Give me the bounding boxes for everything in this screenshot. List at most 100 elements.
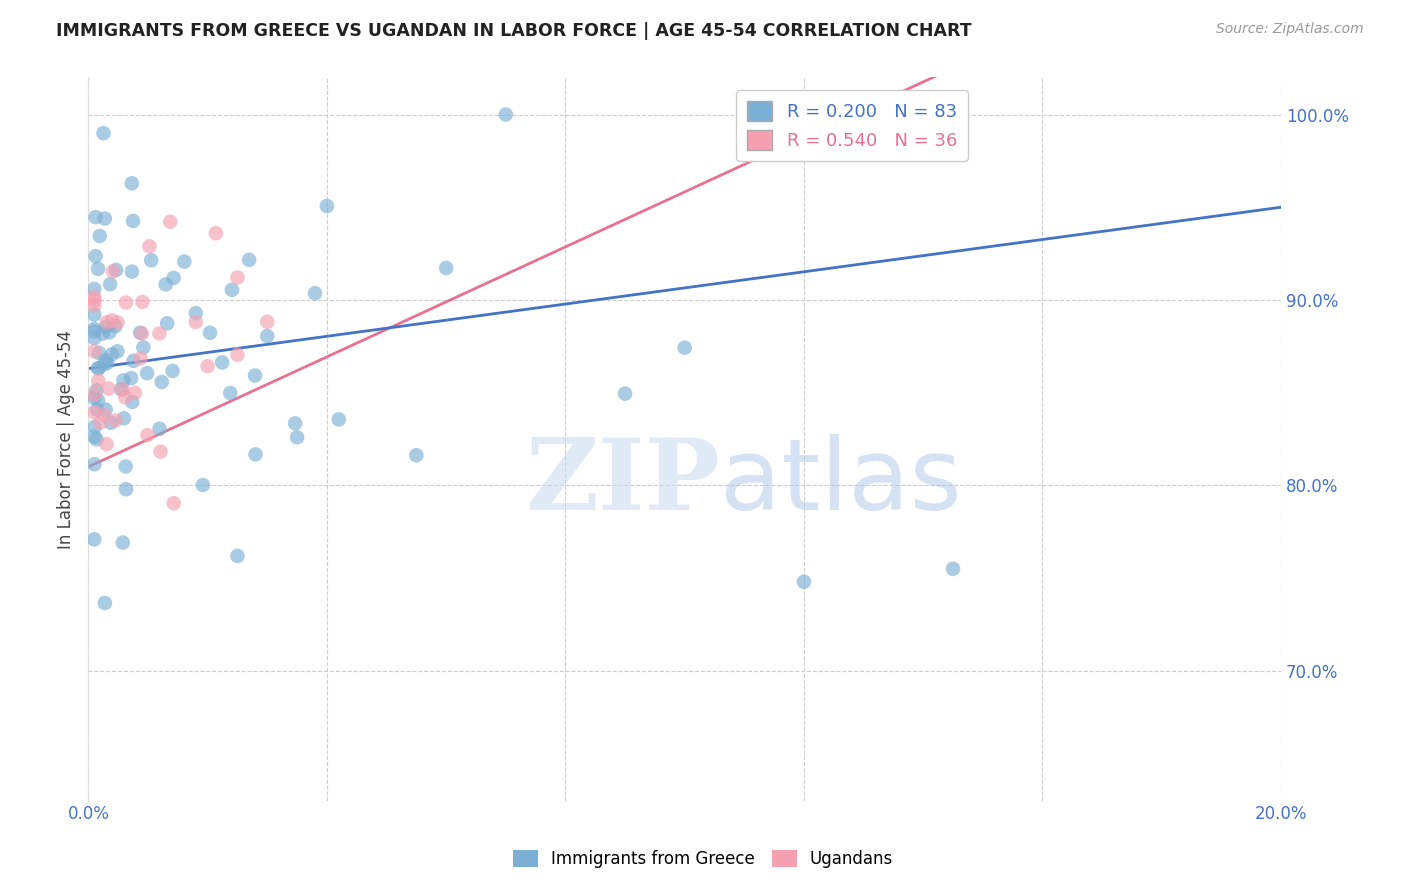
Point — [96, 356, 118, 370]
Point — [315, 199, 337, 213]
Point — [87, 346, 110, 360]
Point — [104, 413, 127, 427]
Point — [156, 316, 179, 330]
Point — [141, 253, 163, 268]
Point — [111, 383, 134, 397]
Point — [91, 326, 114, 341]
Point — [83, 457, 105, 471]
Point — [673, 341, 696, 355]
Point — [86, 402, 108, 417]
Point — [83, 430, 105, 444]
Point — [111, 535, 134, 549]
Point — [83, 533, 105, 547]
Point — [87, 361, 110, 376]
Point — [184, 306, 207, 320]
Point — [942, 562, 965, 576]
Point — [131, 326, 153, 341]
Point — [84, 249, 107, 263]
Point — [101, 347, 124, 361]
Point — [131, 294, 153, 309]
Point — [87, 261, 110, 276]
Point — [83, 331, 105, 345]
Point — [94, 320, 117, 334]
Point — [98, 326, 121, 340]
Point — [112, 373, 135, 387]
Point — [89, 229, 111, 244]
Point — [150, 375, 173, 389]
Point — [83, 293, 105, 308]
Point — [221, 283, 243, 297]
Point — [243, 368, 266, 383]
Point — [83, 282, 105, 296]
Point — [304, 286, 326, 301]
Point — [328, 412, 350, 426]
Text: atlas: atlas — [720, 434, 962, 531]
Point — [105, 263, 128, 277]
Point — [112, 411, 135, 425]
Point — [121, 177, 143, 191]
Text: ZIP: ZIP — [526, 434, 720, 531]
Point — [107, 315, 129, 329]
Point — [86, 384, 108, 398]
Point — [205, 226, 228, 240]
Point — [87, 393, 110, 408]
Point — [101, 264, 124, 278]
Point — [115, 295, 138, 310]
Point — [94, 596, 117, 610]
Point — [256, 315, 278, 329]
Point — [136, 428, 159, 442]
Point — [793, 145, 815, 159]
Point — [138, 239, 160, 253]
Point — [84, 210, 107, 224]
Point — [83, 308, 105, 322]
Point — [495, 107, 517, 121]
Point — [83, 420, 105, 434]
Point — [120, 371, 142, 385]
Point — [614, 386, 637, 401]
Point — [285, 430, 308, 444]
Point — [121, 395, 143, 409]
Point — [793, 574, 815, 589]
Text: IMMIGRANTS FROM GREECE VS UGANDAN IN LABOR FORCE | AGE 45-54 CORRELATION CHART: IMMIGRANTS FROM GREECE VS UGANDAN IN LAB… — [56, 22, 972, 40]
Point — [136, 366, 159, 380]
Point — [284, 417, 307, 431]
Point — [148, 326, 170, 341]
Point — [245, 447, 267, 461]
Point — [173, 254, 195, 268]
Point — [129, 351, 152, 366]
Point — [93, 357, 115, 371]
Y-axis label: In Labor Force | Age 45-54: In Labor Force | Age 45-54 — [58, 329, 75, 549]
Point — [83, 405, 105, 419]
Point — [93, 126, 115, 140]
Point — [148, 422, 170, 436]
Point — [226, 348, 249, 362]
Point — [159, 215, 181, 229]
Legend: R = 0.200   N = 83, R = 0.540   N = 36: R = 0.200 N = 83, R = 0.540 N = 36 — [737, 90, 967, 161]
Point — [83, 387, 105, 401]
Point — [96, 437, 118, 451]
Point — [110, 382, 132, 396]
Point — [184, 315, 207, 329]
Point — [86, 433, 108, 447]
Point — [405, 448, 427, 462]
Point — [83, 344, 105, 359]
Point — [114, 459, 136, 474]
Point — [96, 353, 118, 368]
Point — [100, 416, 122, 430]
Text: Source: ZipAtlas.com: Source: ZipAtlas.com — [1216, 22, 1364, 37]
Point — [101, 313, 124, 327]
Point — [198, 326, 221, 340]
Point — [114, 390, 136, 404]
Point — [87, 374, 110, 388]
Point — [226, 549, 249, 563]
Point — [96, 315, 118, 329]
Point — [83, 391, 105, 405]
Point — [115, 482, 138, 496]
Point — [197, 359, 219, 373]
Point — [163, 496, 186, 510]
Point — [83, 290, 105, 304]
Point — [104, 319, 127, 334]
Point — [256, 329, 278, 343]
Point — [89, 416, 111, 430]
Point — [97, 382, 120, 396]
